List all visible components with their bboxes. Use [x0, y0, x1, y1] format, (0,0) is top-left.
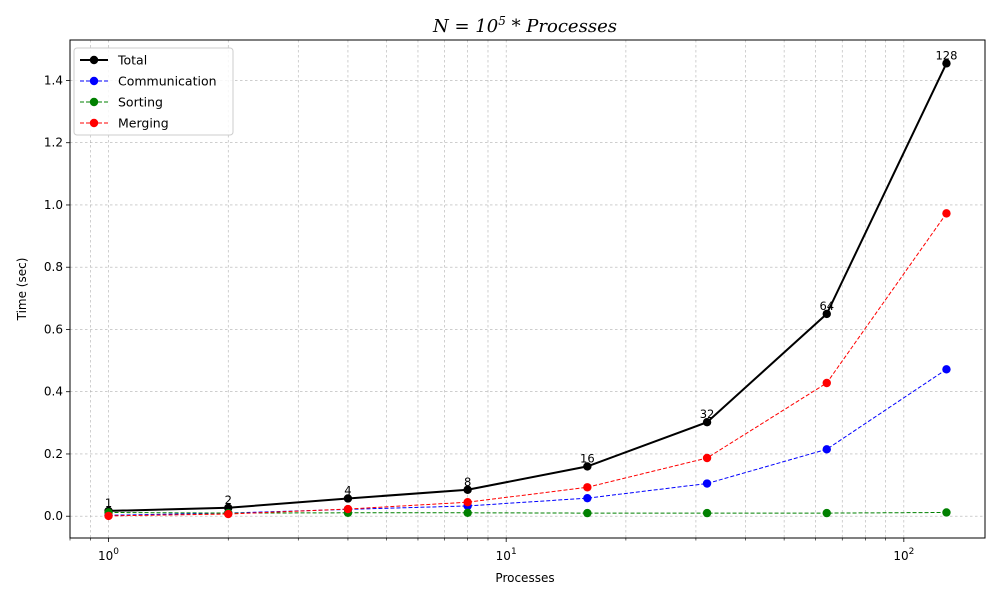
- data-point: [942, 365, 951, 374]
- point-label: 128: [935, 48, 957, 62]
- y-tick-label: 0.8: [44, 260, 63, 274]
- y-tick-label: 1.4: [44, 73, 63, 87]
- y-tick-label: 0.6: [44, 322, 63, 336]
- series-line: [108, 213, 947, 517]
- legend-marker: [89, 118, 99, 128]
- data-point: [583, 493, 592, 503]
- data-point: [702, 418, 712, 427]
- data-point: [702, 453, 712, 463]
- data-point: [942, 209, 951, 218]
- data-point: [822, 445, 831, 454]
- series-merging: [104, 209, 951, 521]
- y-tick-label: 0.0: [44, 509, 63, 523]
- plot-frame: [69, 39, 986, 539]
- data-point: [822, 378, 831, 388]
- legend-box: [73, 47, 234, 136]
- legend-marker: [89, 76, 99, 86]
- point-label: 8: [464, 475, 471, 489]
- chart-title: N = 105 * Processes: [432, 14, 617, 37]
- point-label: 4: [344, 483, 351, 497]
- legend-marker: [89, 97, 99, 107]
- data-point: [463, 508, 472, 517]
- data-point: [822, 508, 831, 518]
- data-point: [583, 508, 592, 518]
- data-point: [942, 59, 951, 68]
- point-label: 32: [700, 407, 715, 421]
- data-point: [942, 508, 951, 517]
- y-tick-label: 1.2: [44, 136, 63, 150]
- point-label: 64: [819, 299, 834, 313]
- grid-lines: [69, 40, 985, 538]
- legend-marker: [89, 55, 99, 65]
- point-label: 16: [580, 451, 595, 465]
- data-point: [583, 483, 592, 492]
- y-axis-label: Time (sec): [15, 258, 29, 322]
- series-layer: [104, 59, 951, 521]
- data-point: [702, 508, 712, 518]
- data-point: [224, 509, 233, 519]
- data-point: [343, 494, 353, 503]
- x-axis-label: Processes: [495, 571, 554, 585]
- data-point: [583, 462, 592, 471]
- point-label: 1: [105, 496, 112, 510]
- data-point: [702, 479, 712, 488]
- y-tick-label: 0.2: [44, 447, 63, 461]
- legend-label: Merging: [118, 116, 169, 131]
- legend: Total Communication Sorting Merging: [73, 47, 234, 136]
- series-line: [108, 511, 947, 514]
- x-tick-label: 102: [893, 547, 914, 563]
- data-point: [463, 498, 472, 507]
- data-point: [343, 504, 353, 514]
- axes: 0.0 0.2 0.4 0.6 0.8 1.0 1.2 1.4 100 101 102: [44, 73, 914, 563]
- point-label: 2: [225, 493, 232, 507]
- y-tick-label: 0.4: [44, 385, 63, 399]
- x-tick-label: 101: [496, 547, 517, 563]
- data-point: [822, 309, 831, 319]
- x-tick-label: 100: [98, 547, 119, 563]
- data-point: [463, 485, 472, 494]
- series-line: [108, 62, 948, 512]
- legend-label: Sorting: [118, 95, 163, 110]
- y-tick-label: 1.0: [44, 198, 63, 212]
- point-labels: 1 2 4 8 16 32 64 128: [105, 48, 958, 510]
- legend-label: Total: [117, 53, 147, 68]
- legend-label: Communication: [118, 74, 217, 89]
- series-line: [108, 368, 947, 516]
- data-point: [104, 511, 113, 521]
